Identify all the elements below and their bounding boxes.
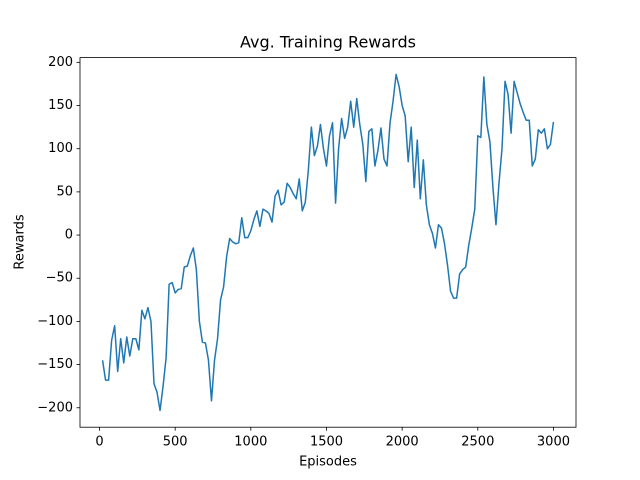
x-tick-label: 500 [163, 435, 188, 450]
y-tick-label: −150 [37, 357, 73, 372]
chart-title: Avg. Training Rewards [240, 33, 416, 52]
x-axis-label: Episodes [299, 455, 357, 470]
y-axis-label: Rewards [13, 214, 28, 269]
x-tick-label: 3000 [537, 435, 570, 450]
y-tick-label: 50 [56, 184, 73, 199]
x-tick-label: 2500 [461, 435, 494, 450]
y-tick-label: 150 [48, 98, 73, 113]
y-tick-label: 0 [65, 228, 73, 243]
x-tick-label: 1000 [234, 435, 267, 450]
x-tick-label: 0 [95, 435, 103, 450]
y-tick-label: −200 [37, 400, 73, 415]
y-tick-label: −100 [37, 314, 73, 329]
plot-frame [79, 57, 577, 428]
data-line [101, 73, 555, 412]
y-tick-label: 100 [48, 141, 73, 156]
x-tick-label: 1500 [310, 435, 343, 450]
y-tick-label: −50 [46, 271, 73, 286]
y-tick-label: 200 [48, 55, 73, 70]
x-tick-label: 2000 [386, 435, 419, 450]
